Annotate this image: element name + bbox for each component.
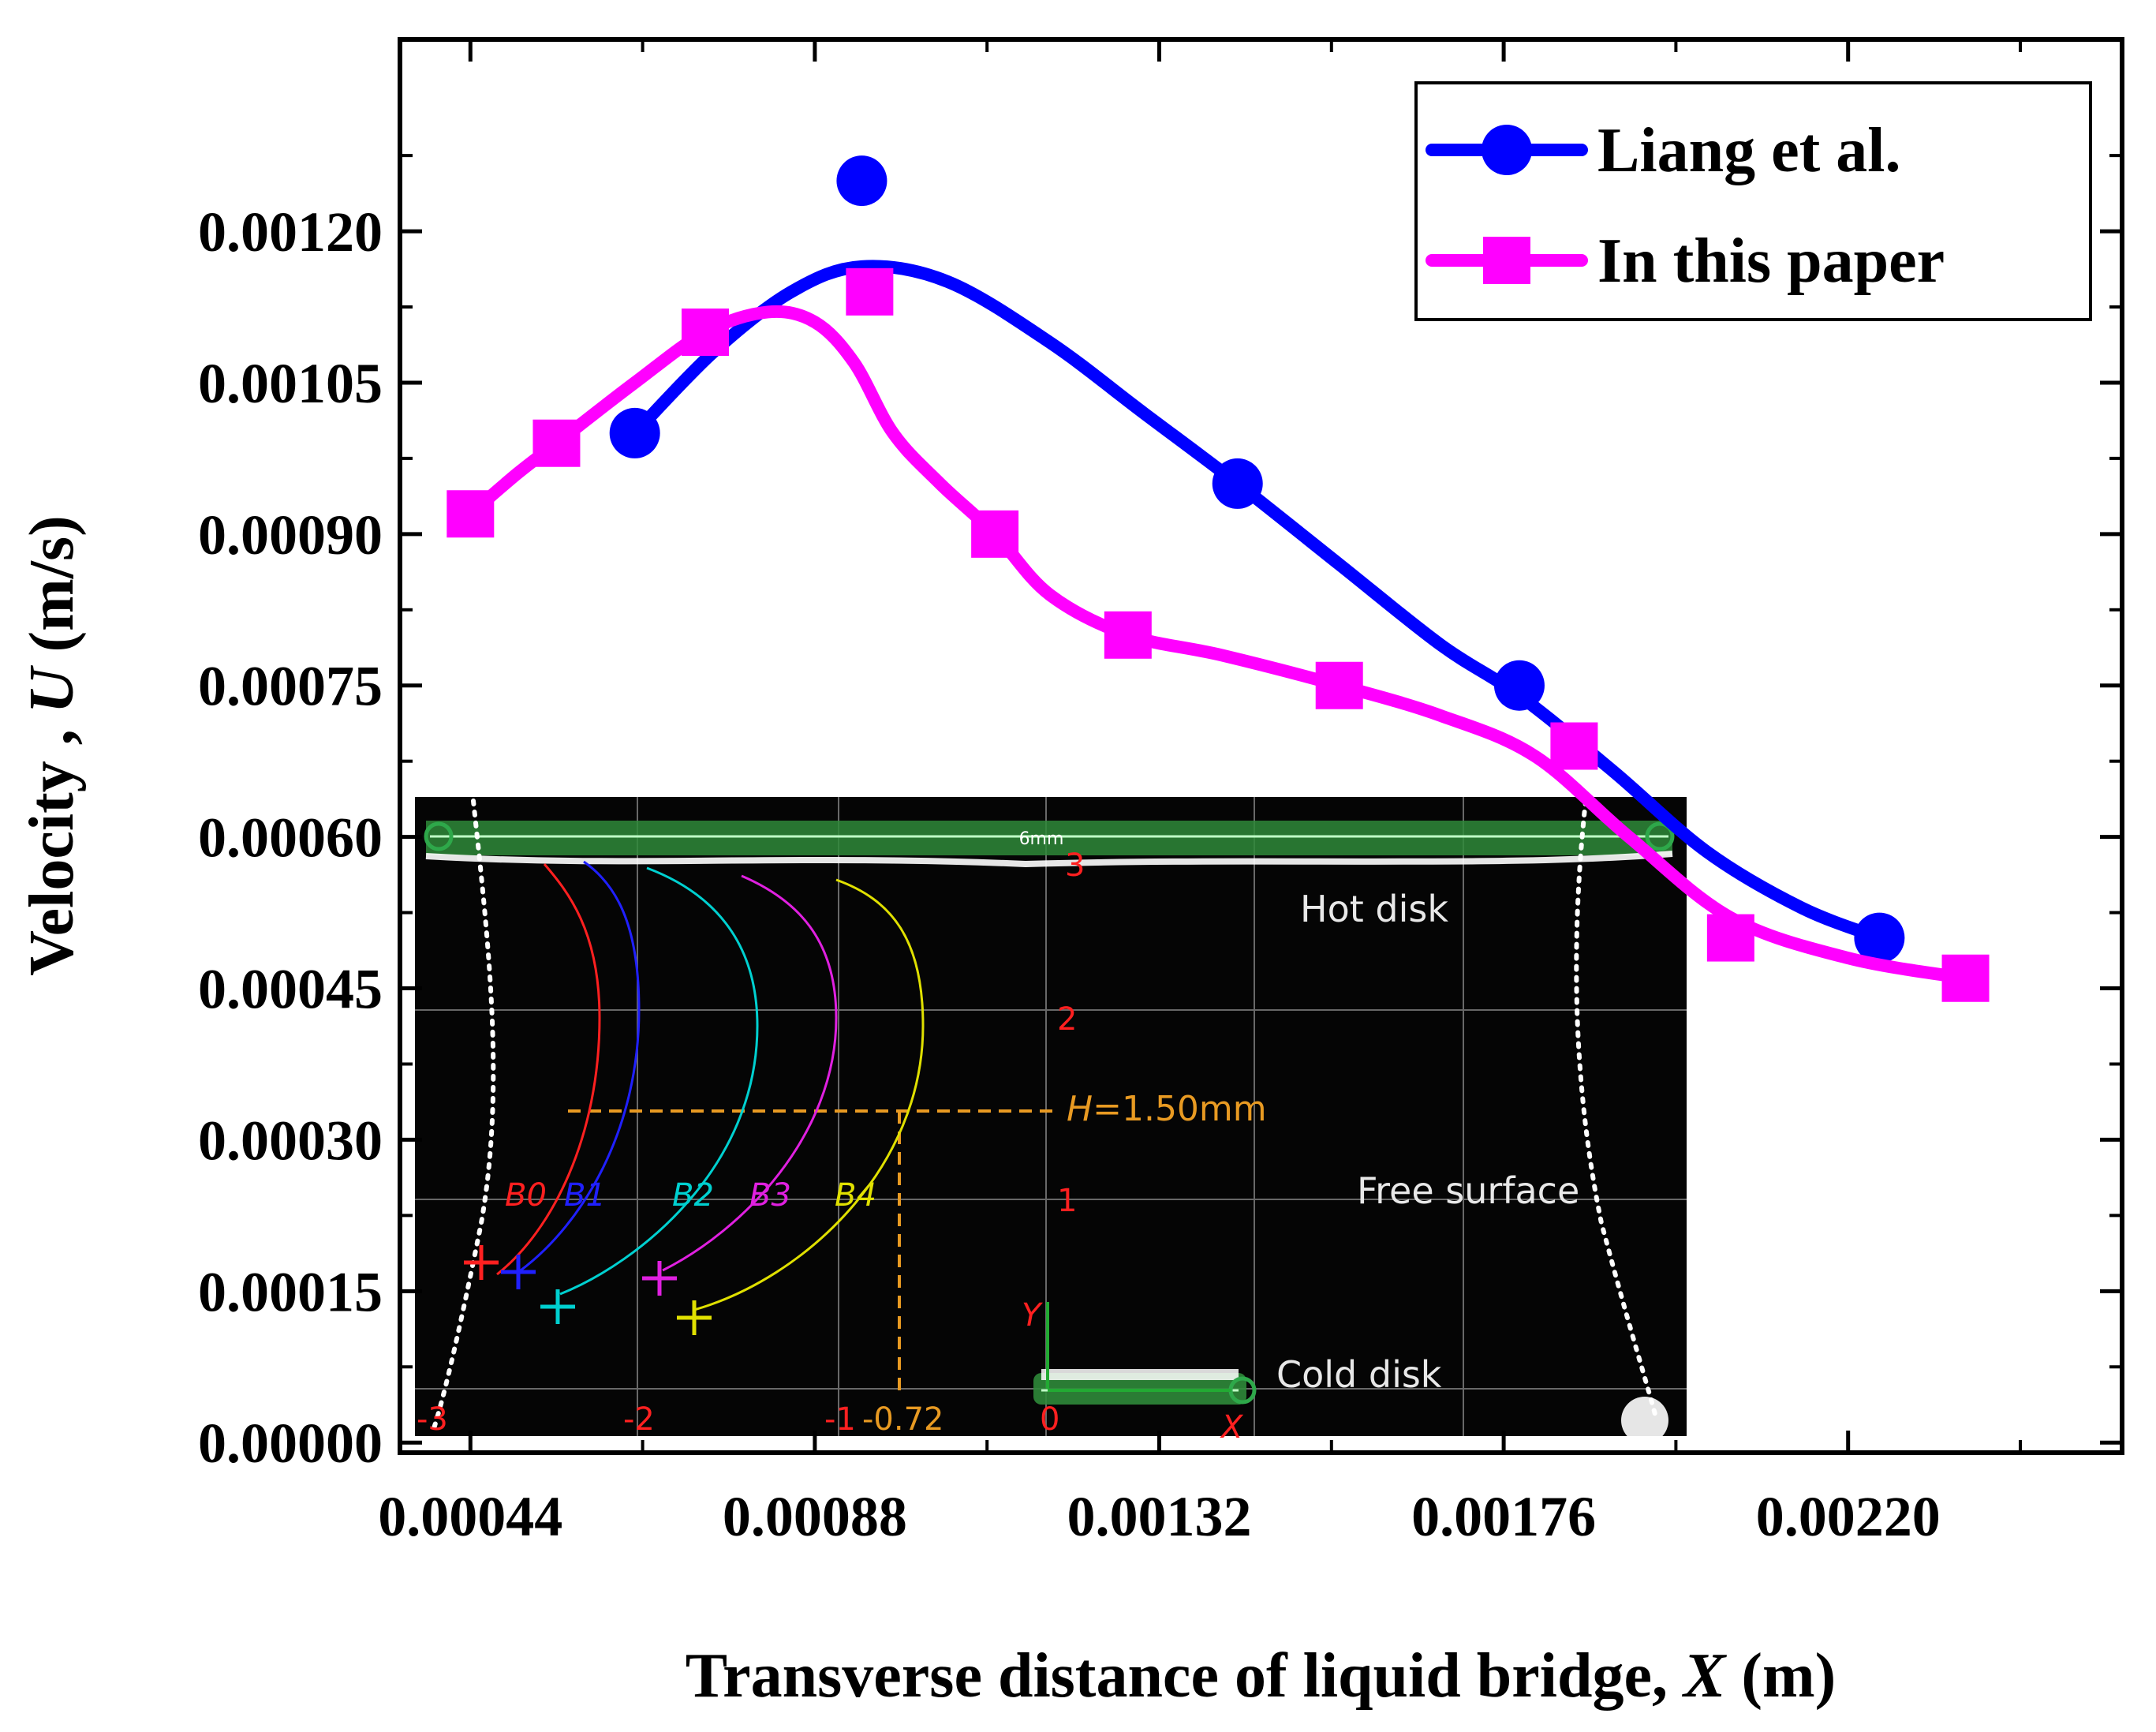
data-point-square <box>1550 722 1598 770</box>
data-point-circle <box>1493 660 1545 711</box>
trajectory-b0 <box>496 863 601 1276</box>
x-tick-label: 0.00044 <box>378 1485 562 1548</box>
data-point-circle <box>1854 912 1905 963</box>
inset-x-label-neg1: -1 <box>824 1401 856 1438</box>
data-point-square <box>846 267 894 316</box>
y-tick-label: 0.00090 <box>198 503 383 567</box>
trajectory-b1 <box>520 860 641 1272</box>
legend: Liang et al. In this paper <box>1414 81 2092 321</box>
data-point-circle <box>836 155 887 207</box>
y-tick-label: 0.00105 <box>198 352 383 415</box>
hot-disk-label: Hot disk <box>1300 888 1448 930</box>
inset-y-label-3: 3 <box>1065 847 1085 884</box>
y-tick-label: 0.00060 <box>198 806 383 870</box>
data-point-circle <box>609 407 660 458</box>
inset-x-label-neg3: -3 <box>417 1401 448 1438</box>
y-tick-label: 0.00030 <box>198 1109 383 1172</box>
y-tick-label: 0.00045 <box>198 958 383 1021</box>
y-tick-label: 0.00075 <box>198 655 383 718</box>
trajectory-b4 <box>693 878 925 1311</box>
height-label: H=1.50mm <box>1067 1089 1267 1129</box>
free-surface-label: Free surface <box>1357 1169 1579 1212</box>
trajectory-b3 <box>662 874 838 1272</box>
particle-label-b3: B3 <box>749 1177 791 1214</box>
free-surface-left <box>432 799 496 1431</box>
series-liang-et-al <box>609 155 1905 963</box>
particle-label-b4: B4 <box>835 1177 876 1214</box>
data-point-square <box>1315 661 1363 709</box>
data-point-square <box>532 419 581 467</box>
data-point-circle <box>1212 458 1263 509</box>
y-tick-label: 0.00015 <box>198 1260 383 1323</box>
data-point-square <box>971 510 1019 558</box>
axis-ticks: 0.00044 0.00088 0.00132 0.00176 0.00220 0.000… <box>198 39 2122 1548</box>
data-point-square <box>681 308 729 356</box>
inset-scale-label: 6mm <box>1019 829 1064 849</box>
data-point-square <box>1104 611 1152 659</box>
x-axis-title: Transverse distance of liquid bridge, X … <box>686 1641 1837 1711</box>
x-tick-label: 0.00132 <box>1067 1485 1252 1548</box>
inset-axis-x: X <box>1220 1409 1244 1446</box>
legend-label: In this paper <box>1597 226 1945 296</box>
data-point-square <box>447 490 495 538</box>
inset-y-label-2: 2 <box>1057 1001 1077 1038</box>
inset-x-label-0: 0 <box>1040 1401 1059 1438</box>
x-tick-label: 0.00176 <box>1411 1485 1596 1548</box>
hot-disk-bar <box>426 821 1672 855</box>
series-in-this-paper <box>447 267 1990 1002</box>
height-marker <box>568 1109 1057 1397</box>
legend-label: Liang et al. <box>1597 116 1900 185</box>
series-layer <box>447 155 1990 1002</box>
legend-marker-square <box>1483 237 1530 284</box>
y-tick-label: 0.00120 <box>198 200 383 264</box>
trajectory-b2 <box>559 866 759 1296</box>
particle-label-b1: B1 <box>564 1177 606 1214</box>
inset-y-label-1: 1 <box>1057 1183 1077 1219</box>
inset-x-label-neg072: -0.72 <box>862 1401 944 1438</box>
x-tick-label: 0.00088 <box>723 1485 907 1548</box>
x-tick-label: 0.00220 <box>1756 1485 1941 1548</box>
particle-label-b2: B2 <box>672 1177 714 1214</box>
particle-label-b0: B0 <box>505 1177 547 1214</box>
legend-marker-circle <box>1482 125 1532 175</box>
data-point-square <box>1706 914 1754 962</box>
inset-axis-y: Y <box>1022 1297 1044 1334</box>
inset-x-label-neg2: -2 <box>623 1401 655 1438</box>
data-point-square <box>1941 954 1990 1002</box>
y-axis-title: Velocity , U (m/s) <box>17 515 87 976</box>
y-tick-label: 0.00000 <box>198 1412 383 1475</box>
cold-disk-label: Cold disk <box>1276 1353 1442 1396</box>
inset-photo: 6mm B0 B1 B2 B3 B4 <box>415 797 1687 1446</box>
